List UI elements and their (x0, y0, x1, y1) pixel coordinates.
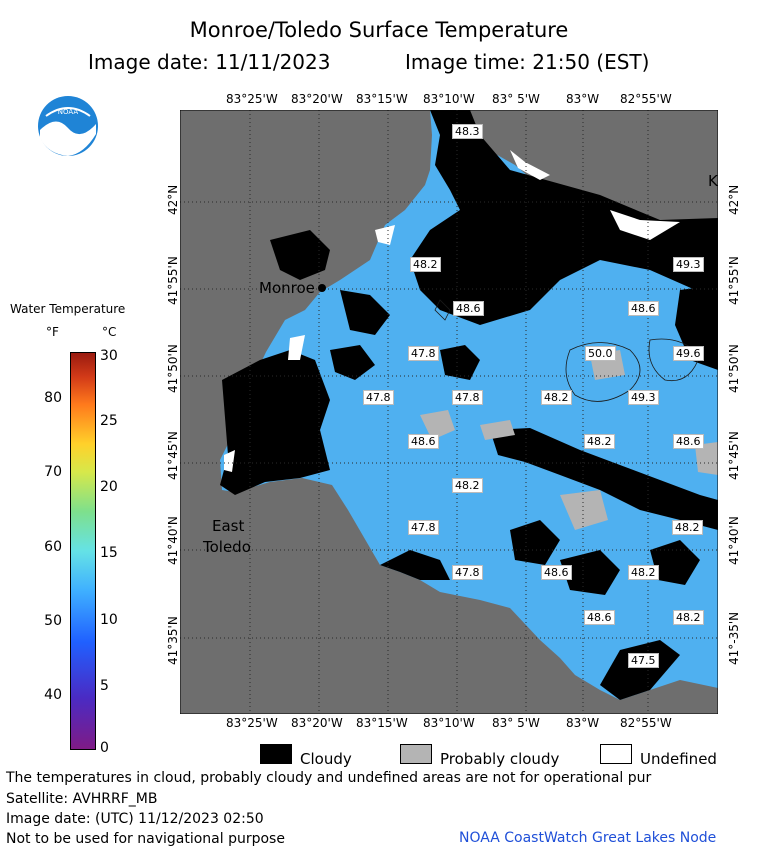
temperature-label: 48.2 (410, 257, 441, 272)
legend-undefined-swatch (600, 744, 632, 764)
lon-label-top: 83°20'W (291, 92, 343, 106)
lon-label-bottom: 83°W (566, 716, 600, 730)
lon-label-top: 83°W (566, 92, 600, 106)
footer-credit: NOAA CoastWatch Great Lakes Node (459, 830, 717, 846)
lat-label-left: 41°40'N (166, 516, 180, 565)
footer-satellite: Satellite: AVHRRF_MB (6, 791, 158, 807)
colorbar-tick-c: 10 (100, 612, 118, 628)
colorbar-unit-f: °F (46, 325, 59, 339)
lon-label-top: 82°55'W (620, 92, 672, 106)
temperature-label: 48.6 (541, 565, 572, 580)
temperature-label: 47.5 (628, 653, 659, 668)
lat-label-left: 41°45'N (166, 431, 180, 480)
colorbar-tick-c: 5 (100, 678, 109, 694)
temperature-label: 48.6 (628, 301, 659, 316)
lat-label-right: 41°45'N (727, 431, 741, 480)
lon-label-bottom: 82°55'W (620, 716, 672, 730)
lon-label-top: 83°10'W (423, 92, 475, 106)
cloud-areas (220, 110, 718, 700)
legend-cloudy-label: Cloudy (300, 750, 352, 768)
map (180, 110, 718, 714)
lon-label-bottom: 83°25'W (226, 716, 278, 730)
colorbar-title: Water Temperature (10, 302, 126, 316)
temperature-label: 47.8 (452, 565, 483, 580)
temperature-label: 48.2 (584, 434, 615, 449)
colorbar-tick-f: 80 (44, 390, 62, 406)
legend-cloudy-swatch (260, 744, 292, 764)
footer-nav-warning: Not to be used for navigational purpose (6, 831, 285, 847)
temperature-label: 48.2 (628, 565, 659, 580)
legend-undefined-label: Undefined (640, 750, 717, 768)
lat-label-right: 41°40'N (727, 516, 741, 565)
lon-label-bottom: 83°20'W (291, 716, 343, 730)
lat-label-left: 41°50'N (166, 344, 180, 393)
temperature-label: 47.8 (408, 520, 439, 535)
colorbar-tick-f: 70 (44, 464, 62, 480)
lat-label-right: 41°55'N (727, 256, 741, 305)
page-title: Monroe/Toledo Surface Temperature (189, 18, 569, 42)
temperature-label: 48.2 (672, 520, 703, 535)
place-label: Monroe (259, 279, 315, 297)
temperature-label: 48.2 (673, 610, 704, 625)
lat-label-left: 41°35'N (166, 616, 180, 665)
temperature-label: 48.2 (541, 390, 572, 405)
place-label: Toledo (203, 538, 251, 556)
noaa-logo-icon: NOAA (38, 96, 98, 156)
undefined-areas (224, 150, 680, 472)
lat-label-left: 41°55'N (166, 256, 180, 305)
graticule (180, 110, 718, 714)
colorbar-tick-f: 60 (44, 539, 62, 555)
temperature-label: 47.8 (452, 390, 483, 405)
temperature-label: 48.2 (452, 478, 483, 493)
monroe-marker (318, 284, 326, 292)
colorbar-tick-f: 40 (44, 687, 62, 703)
temperature-label: 49.3 (628, 390, 659, 405)
colorbar-unit-c: °C (102, 325, 117, 339)
lat-label-right: 41°-35'N (727, 611, 741, 665)
lat-label-right: 42°N (727, 184, 741, 215)
lon-label-bottom: 83° 5'W (492, 716, 540, 730)
temperature-label: 47.8 (363, 390, 394, 405)
lat-label-right: 41°50'N (727, 344, 741, 393)
lat-label-left: 42°N (166, 184, 180, 215)
temperature-label: 47.8 (408, 346, 439, 361)
legend-probably-cloudy-swatch (400, 744, 432, 764)
lon-label-bottom: 83°15'W (356, 716, 408, 730)
image-time: Image time: 21:50 (EST) (405, 50, 650, 74)
isotherms (434, 299, 701, 402)
lon-label-top: 83° 5'W (492, 92, 540, 106)
colorbar-tick-f: 50 (44, 613, 62, 629)
legend-probably-cloudy-label: Probably cloudy (440, 750, 560, 768)
footer-utc-date: Image date: (UTC) 11/12/2023 02:50 (6, 811, 264, 827)
colorbar-tick-c: 15 (100, 545, 118, 561)
temperature-label: 48.6 (584, 610, 615, 625)
place-label: East (212, 517, 245, 535)
lon-label-bottom: 83°10'W (423, 716, 475, 730)
lon-label-top: 83°25'W (226, 92, 278, 106)
image-date: Image date: 11/11/2023 (88, 50, 331, 74)
temperature-label: 48.3 (452, 124, 483, 139)
temperature-label: 48.6 (408, 434, 439, 449)
temperature-label: 48.6 (673, 434, 704, 449)
colorbar-tick-c: 25 (100, 413, 118, 429)
temperature-label: 49.6 (673, 346, 704, 361)
colorbar-tick-c: 0 (100, 740, 109, 756)
noaa-logo-text: NOAA (58, 108, 79, 116)
temperature-label: 49.3 (673, 257, 704, 272)
footer-note: The temperatures in cloud, probably clou… (6, 770, 652, 786)
temperature-label: 50.0 (585, 346, 616, 361)
colorbar-tick-c: 30 (100, 348, 118, 364)
lon-label-top: 83°15'W (356, 92, 408, 106)
colorbar-tick-c: 20 (100, 479, 118, 495)
place-label: K (708, 172, 718, 190)
colorbar (70, 352, 96, 750)
temperature-label: 48.6 (453, 301, 484, 316)
